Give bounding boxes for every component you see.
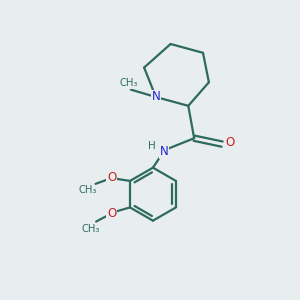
Text: O: O [226, 136, 235, 149]
Text: N: N [152, 91, 160, 103]
Text: CH₃: CH₃ [79, 185, 98, 195]
Text: O: O [107, 172, 116, 184]
Text: N: N [160, 145, 169, 158]
Text: O: O [107, 207, 116, 220]
Text: CH₃: CH₃ [81, 224, 99, 234]
Text: CH₃: CH₃ [119, 78, 138, 88]
Text: H: H [148, 142, 156, 152]
